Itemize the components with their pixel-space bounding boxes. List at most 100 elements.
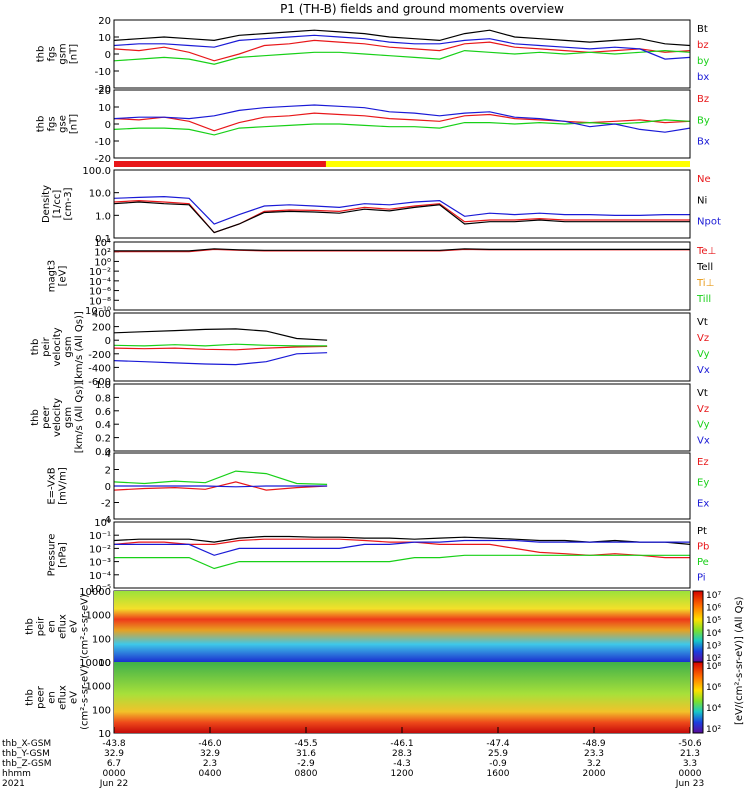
panel-frame [113, 312, 691, 382]
y-axis-label: eV [69, 620, 80, 633]
x-tick-label: 25.9 [488, 749, 508, 759]
y-tick-label: -20 [95, 84, 111, 95]
y-axis-label: (cm²-s-sr-eV) [80, 665, 91, 730]
colorbar-tick: 10⁸ [706, 662, 721, 672]
y-tick-label: 10⁻⁵ [89, 584, 111, 595]
y-tick-label: 0.4 [95, 420, 111, 431]
x-tick-label: 32.9 [104, 749, 124, 759]
legend-Vt: Vt [697, 388, 708, 399]
colorbar-tick: 10⁷ [706, 591, 721, 601]
x-tick-label: 2.3 [203, 759, 217, 769]
x-tick-label: -47.4 [486, 739, 510, 749]
x-row-label: hhmm [2, 769, 31, 779]
y-tick-label: 0.1 [95, 234, 111, 245]
x-tick-label: 6.7 [107, 759, 121, 769]
y-axis-label: thb [30, 409, 41, 426]
legend-bx: bx [697, 72, 709, 83]
y-axis-label: [1/cc] [52, 190, 63, 219]
series-line-Npot [113, 195, 690, 225]
colorbar-tick: 10³ [706, 641, 721, 651]
y-axis-label: gse [58, 115, 69, 133]
x-tick-label: Jun 22 [99, 779, 128, 789]
panel-6: 1.0 0.8 0.6 0.4 0.2 0.0 thb peer velocity gsm [km/… [30, 380, 710, 458]
y-tick-label: 1.0 [95, 211, 111, 222]
series-line-Ez [113, 481, 328, 491]
y-tick-label: -4 [101, 515, 111, 526]
chart-title: P1 (TH-B) fields and ground moments over… [280, 2, 564, 16]
legend-Vy: Vy [697, 420, 710, 431]
y-tick-label: 10⁰ [94, 257, 111, 268]
y-tick-label: 10⁴ [94, 238, 111, 249]
series-line-bx [113, 34, 691, 60]
legend-Vz: Vz [697, 404, 709, 415]
y-tick-label: 10² [94, 248, 111, 259]
x-tick-label: 23.3 [584, 749, 604, 759]
y-tick-label: 0.6 [95, 407, 111, 418]
legend-By: By [697, 115, 710, 126]
x-row-label: 2021 [2, 779, 25, 789]
x-tick-label: 0000 [103, 769, 126, 779]
colorbar-tick: 10² [706, 725, 721, 735]
legend-Npot: Npot [697, 217, 721, 228]
x-tick-label: -45.5 [294, 739, 317, 749]
y-tick-label: 0 [105, 336, 111, 347]
legend-Ne: Ne [697, 174, 711, 185]
y-tick-label: 10⁻¹⁰ [85, 306, 111, 317]
series-line-Vx [113, 352, 328, 366]
y-axis-label: thb [25, 618, 36, 635]
series-line-Vy [113, 343, 328, 347]
y-tick-label: 10 [98, 658, 111, 669]
y-tick-label: 1000 [86, 682, 111, 693]
panel-frame [113, 452, 691, 520]
y-axis-label: magt3 [47, 260, 58, 293]
y-axis-label: eflux [58, 685, 69, 710]
x-tick-label: -2.9 [297, 759, 315, 769]
series-line-Bz [113, 112, 691, 132]
y-axis-label: thb [36, 116, 47, 133]
y-axis-label: [cm-3] [63, 187, 74, 220]
y-axis-label: Density [41, 185, 52, 223]
legend-Tell: Tell [696, 262, 713, 273]
y-axis-label: peer [41, 405, 52, 429]
legend-Te⊥: Te⊥ [696, 246, 716, 257]
legend-Vx: Vx [697, 435, 710, 446]
colorbar-tick: 10⁶ [706, 683, 721, 693]
colorbar-ion [692, 590, 704, 663]
series-line-Ex [114, 485, 328, 488]
y-tick-label: 100 [92, 634, 111, 645]
y-tick-label: 10 [98, 33, 111, 44]
y-tick-label: 10⁻⁴ [89, 277, 111, 288]
x-tick-label: 0400 [199, 769, 222, 779]
x-tick-label: -46.1 [390, 739, 413, 749]
series-line-Ey [113, 470, 328, 485]
y-tick-label: -200 [88, 350, 111, 361]
y-tick-label: 0 [105, 482, 111, 493]
legend-bz: bz [697, 40, 709, 51]
x-axis: thb_X-GSM -43.8 -46.0 -45.5 -46.1 -47.4 -48.9 -… [2, 727, 704, 789]
series-line-Pi [114, 539, 690, 556]
legend-Vt: Vt [697, 317, 708, 328]
y-axis-label: thb [25, 689, 36, 706]
panel-frame [113, 89, 691, 159]
y-tick-label: -400 [88, 363, 111, 374]
panel-frame [113, 19, 691, 89]
y-tick-label: 100.0 [82, 166, 111, 177]
series-line-Pe [114, 554, 690, 570]
panel-1: 20 10 0 -10 -20 thb fgs gsm [nT] Bt bz by bx [36, 16, 710, 95]
status-segment [114, 161, 326, 167]
y-axis-label: gsm [63, 407, 74, 428]
legend-Pi: Pi [697, 573, 706, 584]
x-row-label: thb_Y-GSM [2, 749, 50, 759]
series-line-Tell [114, 248, 690, 252]
legend-Till: Till [696, 294, 711, 305]
y-axis-label: eflux [58, 614, 69, 639]
series-line-Ni [113, 201, 690, 234]
y-tick-label: 400 [92, 309, 111, 320]
y-tick-label: -600 [88, 377, 111, 388]
legend-Ez: Ez [697, 457, 709, 468]
series-line-by [113, 49, 691, 65]
y-axis-label: peer [36, 685, 47, 709]
x-row-label: thb_X-GSM [2, 739, 51, 749]
legend-Ey: Ey [697, 478, 709, 489]
